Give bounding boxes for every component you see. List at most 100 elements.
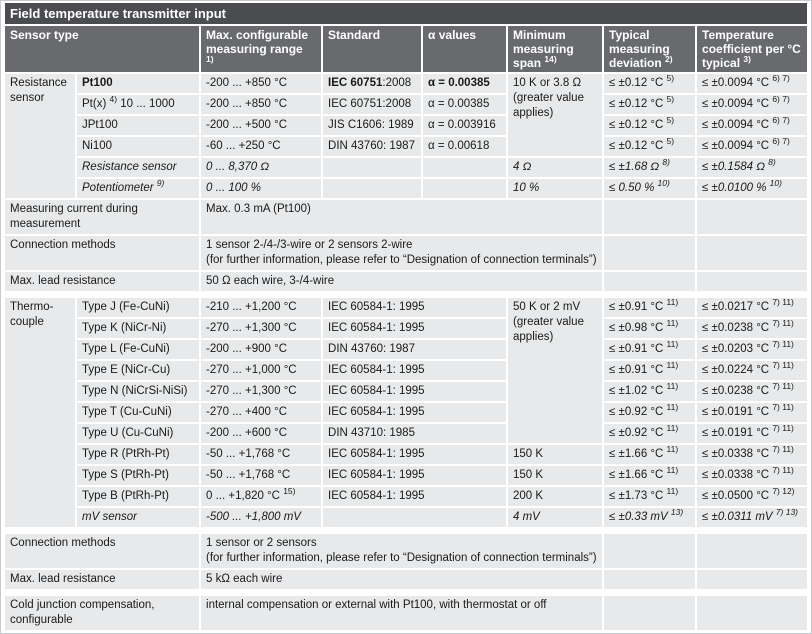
standard: IEC 60584-1: 1995 bbox=[323, 466, 507, 485]
range: -200 ... +850 °C bbox=[201, 95, 322, 114]
span: 150 K bbox=[508, 466, 603, 485]
deviation: ≤ ±1.66 °C 11) bbox=[604, 466, 696, 485]
row-label: Connection methods bbox=[5, 534, 200, 568]
value: 1 sensor 2-/4-/3-wire or 2 sensors 2-wir… bbox=[201, 236, 603, 270]
resistance-general-row: Connection methods 1 sensor 2-/4-/3-wire … bbox=[5, 236, 808, 270]
cold-junction-row: Cold junction compensation, configurable… bbox=[5, 596, 808, 630]
section-gap-row bbox=[5, 529, 807, 532]
resistance-sensor-row: Pt(x) 4) 10 ... 1000 -200 ... +850 °C IEC … bbox=[5, 95, 808, 114]
coefficient: ≤ ±0.0203 °C 7) 11) bbox=[697, 340, 808, 359]
deviation: ≤ ±1.73 °C 11) bbox=[604, 487, 696, 506]
thermocouple-row: mV sensor -500 ... +1,800 mV 4 mV ≤ ±0.33 m… bbox=[5, 508, 808, 527]
coefficient: ≤ ±0.0311 mV 7) 13) bbox=[697, 508, 808, 527]
sensor-name: Pt(x) 4) 10 ... 1000 bbox=[77, 95, 200, 114]
sensor-name: Type J (Fe-CuNi) bbox=[77, 298, 200, 317]
standard: DIN 43710: 1985 bbox=[323, 424, 507, 443]
section-spacer bbox=[5, 529, 807, 532]
standard bbox=[323, 179, 422, 198]
thermocouple-row: Type T (Cu-CuNi) -270 ... +400 °C IEC 6058… bbox=[5, 403, 808, 422]
deviation: ≤ ±0.98 °C 11) bbox=[604, 319, 696, 338]
standard: IEC 60584-1: 1995 bbox=[323, 403, 507, 422]
value: 5 kΩ each wire bbox=[201, 570, 603, 589]
sensor-name: Pt100 bbox=[77, 74, 200, 93]
sensor-group-label: Thermo-couple bbox=[5, 298, 75, 527]
resistance-sensor-row: Resistance sensor 0 ... 8,370 Ω 4 Ω ≤ ±1.68… bbox=[5, 158, 808, 177]
cell bbox=[697, 200, 808, 234]
col-standard: Standard bbox=[323, 26, 422, 72]
row-label: Measuring current during measurement bbox=[5, 200, 200, 234]
deviation: ≤ ±1.66 °C 11) bbox=[604, 445, 696, 464]
deviation: ≤ ±0.92 °C 11) bbox=[604, 424, 696, 443]
range: -270 ... +1,000 °C bbox=[201, 361, 322, 380]
coefficient: ≤ ±0.0094 °C 6) 7) bbox=[697, 116, 808, 135]
range: -270 ... +400 °C bbox=[201, 403, 322, 422]
thermocouple-general-row: Max. lead resistance 5 kΩ each wire bbox=[5, 570, 808, 589]
col-typical-measuring-deviation: Typical measuring deviation 2) bbox=[604, 26, 696, 72]
value: 1 sensor or 2 sensors (for further inform… bbox=[201, 534, 603, 568]
sensor-name: Type E (NiCr-Cu) bbox=[77, 361, 200, 380]
table-title: Field temperature transmitter input bbox=[10, 6, 226, 21]
alpha bbox=[423, 158, 507, 177]
col-temperature-coefficient: Temperature coefficient per °C typical 3… bbox=[697, 26, 808, 72]
sensor-name: Potentiometer 9) bbox=[77, 179, 200, 198]
resistance-general-row: Measuring current during measurement Max.… bbox=[5, 200, 808, 234]
standard: IEC 60751:2008 bbox=[323, 74, 422, 93]
range: -270 ... +1,300 °C bbox=[201, 382, 322, 401]
coefficient: ≤ ±0.0191 °C 7) 11) bbox=[697, 403, 808, 422]
sensor-group-label: Resistance sensor bbox=[5, 74, 75, 198]
table-title-bar: Field temperature transmitter input bbox=[5, 3, 807, 24]
cell bbox=[604, 570, 696, 589]
span: 10 % bbox=[508, 179, 603, 198]
spec-table-body: Resistance sensor Pt100 -200 ... +850 °C IE… bbox=[5, 74, 808, 630]
thermocouple-row: Type U (Cu-CuNi) -200 ... +600 °C DIN 4371… bbox=[5, 424, 808, 443]
coefficient: ≤ ±0.0217 °C 7) 11) bbox=[697, 298, 808, 317]
cell bbox=[697, 570, 808, 589]
standard: IEC 60584-1: 1995 bbox=[323, 445, 507, 464]
span: 4 Ω bbox=[508, 158, 603, 177]
section-spacer bbox=[5, 591, 807, 594]
thermocouple-row: Type B (PtRh-Pt) 0 ... +1,820 °C 15) IEC 6… bbox=[5, 487, 808, 506]
standard: DIN 43760: 1987 bbox=[323, 137, 422, 156]
resistance-sensor-row: JPt100 -200 ... +500 °C JIS C1606: 1989 α =… bbox=[5, 116, 808, 135]
sensor-name: Type N (NiCrSi-NiSi) bbox=[77, 382, 200, 401]
cell bbox=[697, 596, 808, 630]
sensor-name: Resistance sensor bbox=[77, 158, 200, 177]
resistance-general-row: Max. lead resistance 50 Ω each wire, 3-/4… bbox=[5, 272, 808, 291]
cell bbox=[604, 200, 696, 234]
sensor-name: Type U (Cu-CuNi) bbox=[77, 424, 200, 443]
coefficient: ≤ ±0.0238 °C 7) 11) bbox=[697, 319, 808, 338]
deviation: ≤ ±0.33 mV 13) bbox=[604, 508, 696, 527]
range: -500 ... +1,800 mV bbox=[201, 508, 322, 527]
deviation: ≤ ±0.92 °C 11) bbox=[604, 403, 696, 422]
section-spacer bbox=[5, 293, 807, 296]
range: 0 ... 100 % bbox=[201, 179, 322, 198]
thermocouple-row: Type L (Fe-CuNi) -200 ... +900 °C DIN 4376… bbox=[5, 340, 808, 359]
standard: IEC 60584-1: 1995 bbox=[323, 361, 507, 380]
coefficient: ≤ ±0.0338 °C 7) 11) bbox=[697, 445, 808, 464]
deviation: ≤ ±0.91 °C 11) bbox=[604, 340, 696, 359]
thermocouple-row: Thermo-couple Type J (Fe-CuNi) -210 ... +1… bbox=[5, 298, 808, 527]
row-label: Cold junction compensation, configurable bbox=[5, 596, 200, 630]
value: 50 Ω each wire, 3-/4-wire bbox=[201, 272, 603, 291]
thermocouple-row: Type N (NiCrSi-NiSi) -270 ... +1,300 °C IE… bbox=[5, 382, 808, 401]
coefficient: ≤ ±0.0500 °C 7) 12) bbox=[697, 487, 808, 506]
thermocouple-row: Type R (PtRh-Pt) -50 ... +1,768 °C IEC 605… bbox=[5, 445, 808, 464]
alpha: α = 0.00385 bbox=[423, 74, 507, 93]
section-gap-row bbox=[5, 591, 807, 594]
coefficient: ≤ ±0.0100 % 10) bbox=[697, 179, 808, 198]
deviation: ≤ ±1.02 °C 11) bbox=[604, 382, 696, 401]
cell bbox=[604, 272, 696, 291]
value: internal compensation or external with P… bbox=[201, 596, 603, 630]
deviation: ≤ ±1.68 Ω 8) bbox=[604, 158, 696, 177]
deviation: ≤ ±0.12 °C 5) bbox=[604, 95, 696, 114]
coefficient: ≤ ±0.0238 °C 7) 11) bbox=[697, 382, 808, 401]
thermocouple-row: Type E (NiCr-Cu) -270 ... +1,000 °C IEC 60… bbox=[5, 361, 808, 380]
coefficient: ≤ ±0.0224 °C 7) 11) bbox=[697, 361, 808, 380]
span: 200 K bbox=[508, 487, 603, 506]
row-label: Max. lead resistance bbox=[5, 570, 200, 589]
range: -200 ... +500 °C bbox=[201, 116, 322, 135]
coefficient: ≤ ±0.0191 °C 7) 11) bbox=[697, 424, 808, 443]
sensor-name: Type L (Fe-CuNi) bbox=[77, 340, 200, 359]
section-gap-row bbox=[5, 293, 807, 296]
standard: IEC 60584-1: 1995 bbox=[323, 319, 507, 338]
